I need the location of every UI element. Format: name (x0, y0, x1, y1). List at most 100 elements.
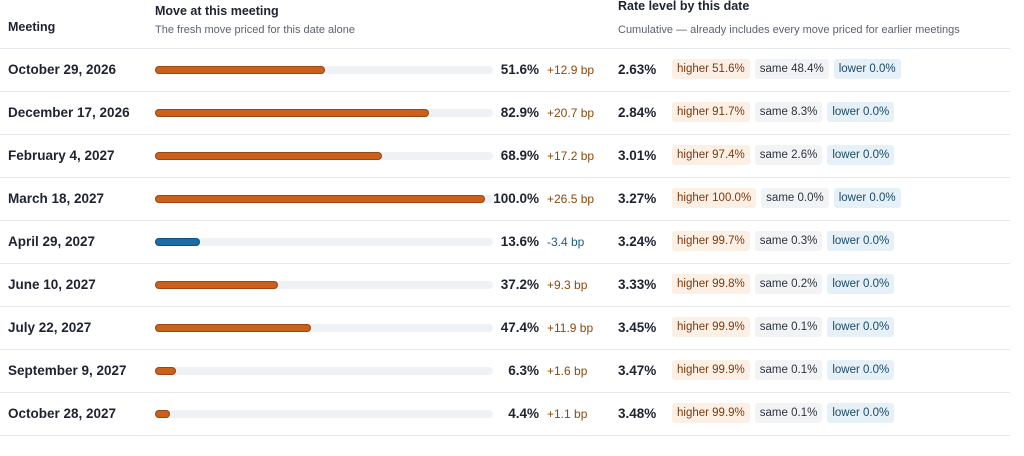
meeting-date: March 18, 2027 (8, 191, 105, 206)
badge-group: higher 97.4% same 2.6% lower 0.0% (672, 145, 895, 165)
move-percent: 100.0% (493, 191, 539, 206)
move-percent: 47.4% (500, 320, 539, 335)
meeting-date: September 9, 2027 (8, 363, 127, 378)
meeting-date: June 10, 2027 (8, 277, 96, 292)
bar-track (155, 109, 493, 117)
higher-badge: higher 100.0% (672, 188, 757, 208)
bar-track (155, 281, 493, 289)
table-row: March 18, 2027 100.0% +26.5 bp 3.27% higher … (0, 177, 1010, 221)
move-bar (155, 324, 312, 332)
move-percent: 68.9% (500, 148, 539, 163)
move-bar (155, 152, 383, 160)
same-badge: same 48.4% (754, 59, 829, 79)
table-row: February 4, 2027 68.9% +17.2 bp 3.01% higher… (0, 134, 1010, 178)
meeting-date: February 4, 2027 (8, 148, 115, 163)
move-bp: +12.9 bp (547, 63, 595, 77)
move-bp: +26.5 bp (547, 192, 595, 206)
table-row: October 29, 2026 51.6% +12.9 bp 2.63% higher… (0, 48, 1010, 92)
higher-badge: higher 99.9% (672, 403, 750, 423)
meeting-date: October 28, 2027 (8, 406, 117, 421)
move-bp: +20.7 bp (547, 106, 595, 120)
same-badge: same 0.1% (754, 360, 823, 380)
move-bar (155, 66, 326, 74)
lower-badge: lower 0.0% (827, 317, 895, 337)
same-badge: same 0.1% (754, 403, 823, 423)
badge-group: higher 91.7% same 8.3% lower 0.0% (672, 102, 895, 122)
table-end (0, 435, 1010, 436)
move-percent: 37.2% (500, 277, 539, 292)
table-row: October 28, 2027 4.4% +1.1 bp 3.48% higher 9… (0, 392, 1010, 436)
higher-badge: higher 91.7% (672, 102, 750, 122)
badge-group: higher 99.8% same 0.2% lower 0.0% (672, 274, 895, 294)
bar-track (155, 238, 493, 246)
lower-badge: lower 0.0% (827, 274, 895, 294)
table-row: December 17, 2026 82.9% +20.7 bp 2.84% highe… (0, 91, 1010, 135)
move-bp: +1.6 bp (547, 364, 588, 378)
move-percent: 51.6% (500, 62, 539, 77)
meeting-date: July 22, 2027 (8, 320, 92, 335)
rate-level: 3.27% (618, 191, 657, 206)
bar-track (155, 195, 493, 203)
higher-badge: higher 99.9% (672, 317, 750, 337)
move-bar (155, 367, 176, 375)
bar-track (155, 367, 493, 375)
move-bar (155, 195, 485, 203)
lower-badge: lower 0.0% (827, 145, 895, 165)
same-badge: same 0.1% (754, 317, 823, 337)
bar-track (155, 410, 493, 418)
rate-subtitle: Cumulative — already includes every move… (618, 24, 960, 36)
badge-group: higher 100.0% same 0.0% lower 0.0% (672, 188, 901, 208)
move-bp: +1.1 bp (547, 407, 588, 421)
rate-level: 2.84% (618, 105, 657, 120)
meeting-header: Meeting (8, 20, 56, 34)
move-bar (155, 281, 278, 289)
badge-group: higher 99.9% same 0.1% lower 0.0% (672, 403, 895, 423)
badge-group: higher 51.6% same 48.4% lower 0.0% (672, 59, 901, 79)
move-bp: +11.9 bp (547, 321, 594, 335)
rate-header: Rate level by this date (618, 0, 750, 13)
meeting-date: December 17, 2026 (8, 105, 130, 120)
higher-badge: higher 99.9% (672, 360, 750, 380)
badge-group: higher 99.7% same 0.3% lower 0.0% (672, 231, 895, 251)
rate-level: 3.48% (618, 406, 657, 421)
move-bp: +9.3 bp (547, 278, 588, 292)
higher-badge: higher 99.7% (672, 231, 750, 251)
same-badge: same 8.3% (754, 102, 823, 122)
lower-badge: lower 0.0% (833, 59, 901, 79)
move-bar (155, 238, 200, 246)
rate-level: 3.24% (618, 234, 657, 249)
same-badge: same 2.6% (754, 145, 823, 165)
bar-track (155, 152, 493, 160)
lower-badge: lower 0.0% (827, 403, 895, 423)
table-row: April 29, 2027 13.6% -3.4 bp 3.24% higher 99… (0, 220, 1010, 264)
rate-level: 3.33% (618, 277, 657, 292)
move-bar (155, 109, 429, 117)
lower-badge: lower 0.0% (833, 188, 901, 208)
higher-badge: higher 99.8% (672, 274, 750, 294)
move-bp: +17.2 bp (547, 149, 595, 163)
move-percent: 4.4% (508, 406, 539, 421)
table-row: September 9, 2027 6.3% +1.6 bp 3.47% higher … (0, 349, 1010, 393)
move-percent: 13.6% (500, 234, 539, 249)
higher-badge: higher 51.6% (672, 59, 750, 79)
rate-level: 3.01% (618, 148, 657, 163)
bar-track (155, 66, 493, 74)
bar-track (155, 324, 493, 332)
move-subtitle: The fresh move priced for this date alon… (155, 24, 355, 36)
higher-badge: higher 97.4% (672, 145, 750, 165)
meeting-date: April 29, 2027 (8, 234, 96, 249)
rate-level: 2.63% (618, 62, 657, 77)
same-badge: same 0.2% (754, 274, 823, 294)
table-row: June 10, 2027 37.2% +9.3 bp 3.33% higher 99.… (0, 263, 1010, 307)
lower-badge: lower 0.0% (827, 231, 895, 251)
move-header: Move at this meeting (155, 4, 279, 18)
table-row: July 22, 2027 47.4% +11.9 bp 3.45% higher 99… (0, 306, 1010, 350)
badge-group: higher 99.9% same 0.1% lower 0.0% (672, 317, 895, 337)
same-badge: same 0.0% (761, 188, 829, 208)
badge-group: higher 99.9% same 0.1% lower 0.0% (672, 360, 895, 380)
meeting-date: October 29, 2026 (8, 62, 117, 77)
lower-badge: lower 0.0% (827, 360, 895, 380)
lower-badge: lower 0.0% (827, 102, 895, 122)
move-percent: 6.3% (508, 363, 539, 378)
